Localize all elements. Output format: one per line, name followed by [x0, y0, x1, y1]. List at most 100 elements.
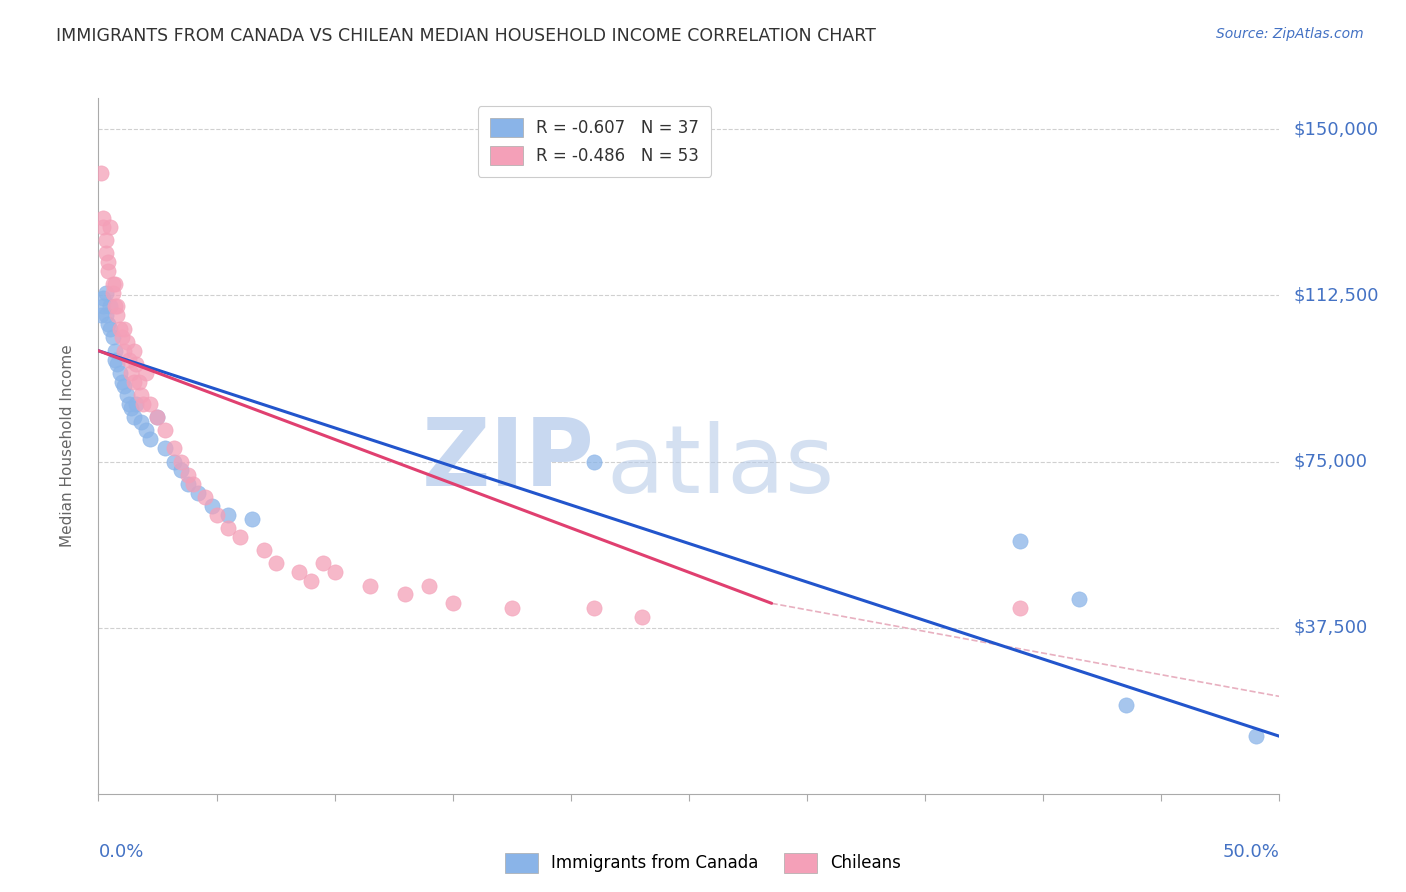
Point	[359, 578, 381, 592]
Point	[125, 357, 148, 371]
Y-axis label: Median Household Income: Median Household Income	[60, 344, 75, 548]
Point	[194, 490, 217, 504]
Point	[1008, 600, 1031, 615]
Point	[115, 388, 138, 402]
Point	[112, 321, 135, 335]
Text: $112,500: $112,500	[1294, 286, 1379, 304]
Point	[112, 379, 135, 393]
Point	[630, 609, 652, 624]
Text: $150,000: $150,000	[1294, 120, 1378, 138]
Point	[1067, 591, 1090, 606]
Point	[501, 600, 523, 615]
Point	[94, 233, 117, 247]
Point	[132, 397, 155, 411]
Point	[146, 410, 169, 425]
Text: atlas: atlas	[606, 421, 835, 513]
Point	[394, 587, 416, 601]
Point	[264, 557, 287, 571]
Text: Source: ZipAtlas.com: Source: ZipAtlas.com	[1216, 27, 1364, 41]
Point	[441, 596, 464, 610]
Point	[139, 433, 162, 447]
Point	[118, 352, 141, 367]
Point	[121, 401, 143, 416]
Point	[112, 343, 135, 358]
Point	[583, 600, 606, 615]
Point	[1115, 698, 1137, 713]
Point	[177, 476, 200, 491]
Point	[101, 286, 124, 301]
Point	[125, 397, 148, 411]
Point	[129, 388, 152, 402]
Point	[108, 321, 131, 335]
Point	[118, 397, 141, 411]
Point	[240, 512, 263, 526]
Point	[91, 211, 114, 225]
Point	[418, 578, 440, 592]
Point	[91, 291, 114, 305]
Point	[91, 219, 114, 234]
Point	[94, 308, 117, 322]
Point	[101, 277, 124, 292]
Point	[146, 410, 169, 425]
Point	[299, 574, 322, 589]
Legend: R = -0.607   N = 37, R = -0.486   N = 53: R = -0.607 N = 37, R = -0.486 N = 53	[478, 106, 711, 177]
Text: $75,000: $75,000	[1294, 452, 1368, 470]
Point	[98, 300, 121, 314]
Point	[121, 366, 143, 380]
Point	[104, 352, 127, 367]
Point	[229, 530, 252, 544]
Point	[98, 321, 121, 335]
Point	[90, 166, 112, 180]
Point	[583, 454, 606, 468]
Point	[97, 255, 120, 269]
Point	[170, 454, 193, 468]
Legend: Immigrants from Canada, Chileans: Immigrants from Canada, Chileans	[498, 847, 908, 880]
Point	[111, 375, 134, 389]
Point	[98, 219, 121, 234]
Point	[201, 499, 224, 513]
Text: $37,500: $37,500	[1294, 619, 1368, 637]
Point	[108, 366, 131, 380]
Point	[205, 508, 228, 522]
Point	[1244, 729, 1267, 743]
Point	[129, 415, 152, 429]
Point	[177, 467, 200, 482]
Point	[97, 317, 120, 331]
Point	[105, 357, 128, 371]
Point	[217, 521, 239, 535]
Text: IMMIGRANTS FROM CANADA VS CHILEAN MEDIAN HOUSEHOLD INCOME CORRELATION CHART: IMMIGRANTS FROM CANADA VS CHILEAN MEDIAN…	[56, 27, 876, 45]
Point	[135, 424, 157, 438]
Point	[104, 300, 127, 314]
Point	[91, 300, 114, 314]
Point	[105, 300, 128, 314]
Point	[104, 343, 127, 358]
Point	[94, 246, 117, 260]
Text: 50.0%: 50.0%	[1223, 843, 1279, 861]
Point	[122, 343, 145, 358]
Point	[153, 441, 176, 455]
Text: 0.0%: 0.0%	[98, 843, 143, 861]
Point	[122, 410, 145, 425]
Point	[97, 264, 120, 278]
Point	[253, 543, 276, 558]
Point	[128, 375, 150, 389]
Point	[170, 463, 193, 477]
Point	[104, 277, 127, 292]
Point	[94, 286, 117, 301]
Point	[288, 566, 311, 580]
Point	[105, 308, 128, 322]
Point	[139, 397, 162, 411]
Point	[122, 375, 145, 389]
Point	[90, 308, 112, 322]
Point	[153, 424, 176, 438]
Point	[101, 330, 124, 344]
Point	[1008, 534, 1031, 549]
Point	[163, 441, 186, 455]
Point	[163, 454, 186, 468]
Point	[323, 566, 346, 580]
Point	[115, 334, 138, 349]
Point	[187, 485, 209, 500]
Point	[217, 508, 239, 522]
Point	[312, 557, 335, 571]
Point	[181, 476, 204, 491]
